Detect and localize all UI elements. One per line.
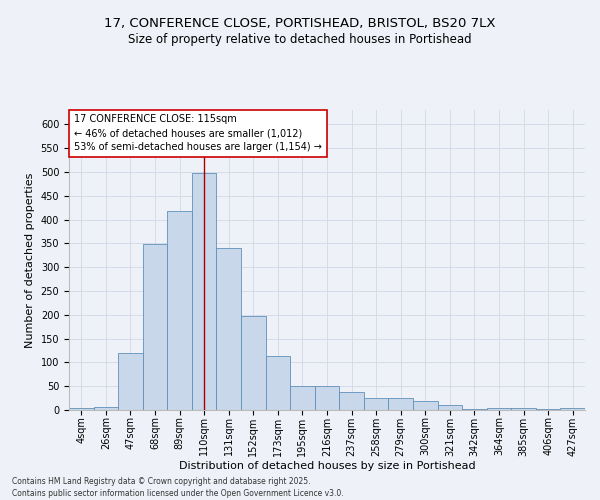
Bar <box>437 405 462 410</box>
Bar <box>315 386 339 410</box>
Bar <box>192 173 217 410</box>
Bar <box>560 408 585 410</box>
Bar <box>290 386 315 410</box>
Bar <box>364 398 388 410</box>
Bar <box>266 356 290 410</box>
Bar <box>69 408 94 410</box>
Bar <box>118 353 143 410</box>
Bar <box>536 408 560 410</box>
Text: 17, CONFERENCE CLOSE, PORTISHEAD, BRISTOL, BS20 7LX: 17, CONFERENCE CLOSE, PORTISHEAD, BRISTO… <box>104 18 496 30</box>
Bar <box>413 402 437 410</box>
Bar <box>217 248 241 410</box>
Bar <box>143 244 167 410</box>
Bar <box>241 316 266 410</box>
Text: Contains HM Land Registry data © Crown copyright and database right 2025.
Contai: Contains HM Land Registry data © Crown c… <box>12 476 344 498</box>
Bar <box>167 212 192 410</box>
Bar <box>487 408 511 410</box>
Bar <box>339 392 364 410</box>
Bar <box>511 408 536 410</box>
Text: Size of property relative to detached houses in Portishead: Size of property relative to detached ho… <box>128 32 472 46</box>
Y-axis label: Number of detached properties: Number of detached properties <box>25 172 35 348</box>
Bar <box>462 408 487 410</box>
Bar <box>388 398 413 410</box>
X-axis label: Distribution of detached houses by size in Portishead: Distribution of detached houses by size … <box>179 461 475 471</box>
Bar <box>94 406 118 410</box>
Text: 17 CONFERENCE CLOSE: 115sqm
← 46% of detached houses are smaller (1,012)
53% of : 17 CONFERENCE CLOSE: 115sqm ← 46% of det… <box>74 114 322 152</box>
